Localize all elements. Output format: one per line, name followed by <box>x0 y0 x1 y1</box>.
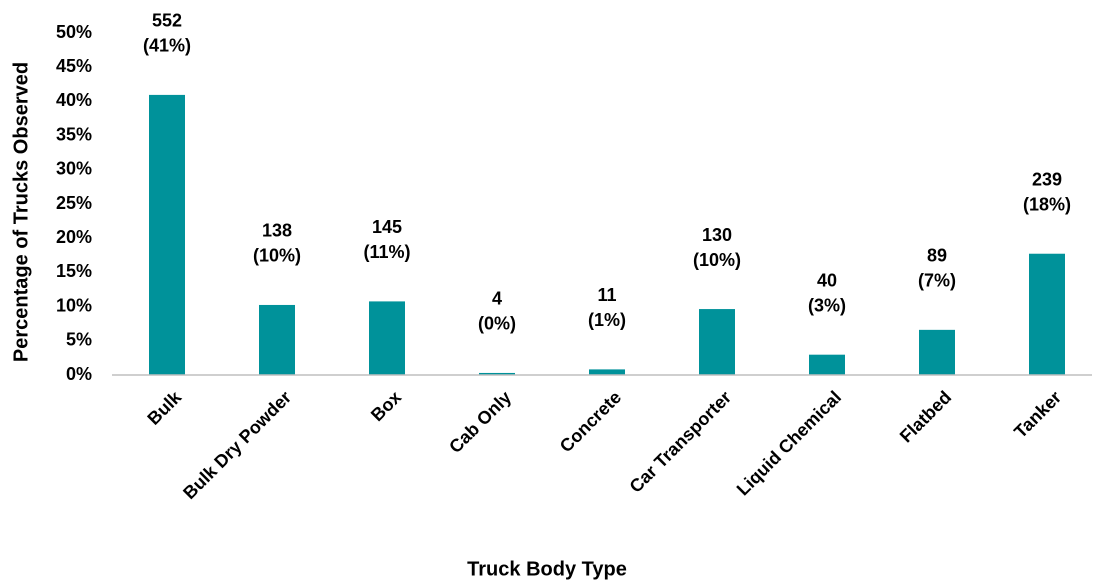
value-label: (41%) <box>143 36 191 56</box>
y-tick-label: 30% <box>56 159 92 179</box>
x-tick-label: Box <box>367 387 405 425</box>
count-label: 145 <box>372 217 402 237</box>
bar <box>809 354 845 375</box>
bar <box>259 304 295 375</box>
count-label: 89 <box>927 246 947 266</box>
y-tick-label: 40% <box>56 90 92 110</box>
y-tick-label: 50% <box>56 22 92 42</box>
x-tick-label: Tanker <box>1010 387 1065 442</box>
y-tick-label: 5% <box>66 330 92 350</box>
count-label: 40 <box>817 270 837 290</box>
bar <box>589 369 625 375</box>
y-tick-label: 25% <box>56 193 92 213</box>
x-tick-label: Car Transporter <box>626 387 736 497</box>
bar <box>919 329 955 375</box>
bar <box>479 372 515 375</box>
y-tick-label: 35% <box>56 124 92 144</box>
value-label: (1%) <box>588 310 626 330</box>
value-label: (11%) <box>363 242 410 262</box>
x-tick-label: Liquid Chemical <box>733 387 845 499</box>
value-label: (18%) <box>1023 194 1071 214</box>
bar <box>149 94 185 375</box>
value-label: (3%) <box>808 295 846 315</box>
y-tick-label: 0% <box>66 364 92 384</box>
value-label: (0%) <box>478 314 516 334</box>
bar <box>699 309 735 375</box>
count-label: 552 <box>152 11 182 31</box>
y-tick-label: 20% <box>56 227 92 247</box>
y-tick-label: 10% <box>56 295 92 315</box>
x-tick-label: Flatbed <box>896 387 955 446</box>
value-label: (7%) <box>918 271 956 291</box>
y-tick-label: 45% <box>56 56 92 76</box>
x-tick-label: Concrete <box>556 387 625 456</box>
x-tick-label: Bulk <box>143 386 185 428</box>
count-label: 239 <box>1032 169 1062 189</box>
bar <box>369 301 405 375</box>
bar <box>1029 253 1065 375</box>
count-label: 138 <box>262 221 292 241</box>
y-tick-label: 15% <box>56 261 92 281</box>
value-label: (10%) <box>693 250 741 270</box>
x-axis-title: Truck Body Type <box>467 558 627 580</box>
count-label: 11 <box>597 285 616 305</box>
x-tick-label: Cab Only <box>445 387 515 457</box>
x-tick-label: Bulk Dry Powder <box>179 387 295 503</box>
value-label: (10%) <box>253 246 301 266</box>
count-label: 4 <box>492 289 502 309</box>
y-axis-title: Percentage of Trucks Observed <box>10 62 32 362</box>
count-label: 130 <box>702 225 732 245</box>
